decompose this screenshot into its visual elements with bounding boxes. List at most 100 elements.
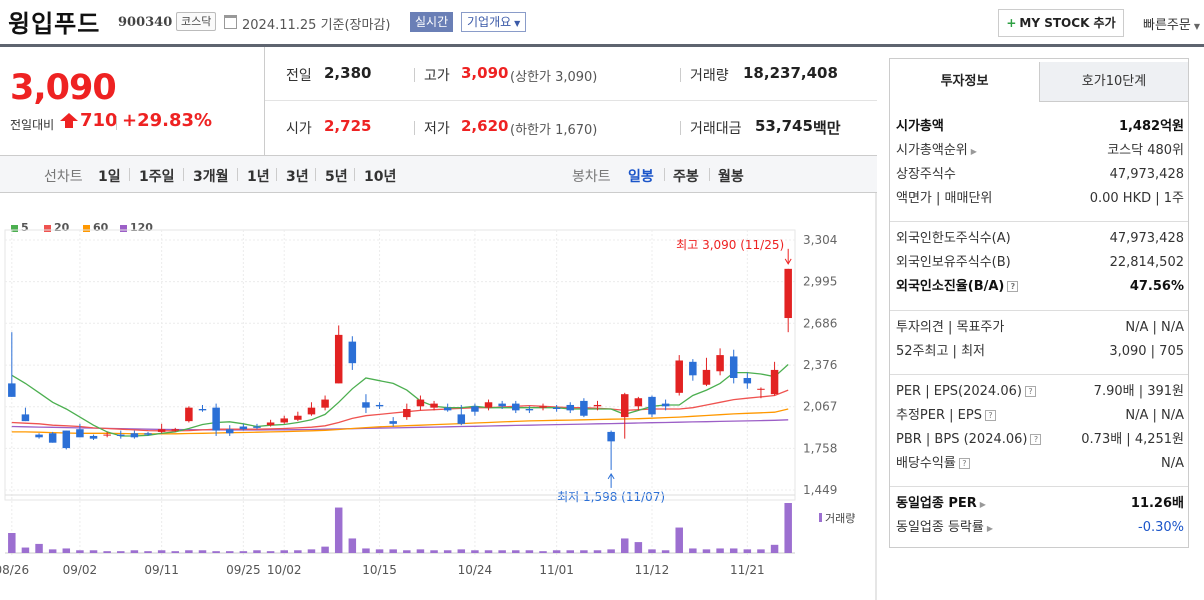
volume-bar	[171, 551, 180, 553]
candle-body	[498, 403, 506, 407]
chevron-right-icon[interactable]: ▶	[970, 147, 977, 156]
legend-ma120: 120	[120, 221, 153, 234]
divider	[183, 168, 184, 181]
volume-bar	[307, 549, 316, 553]
help-icon[interactable]: ?	[984, 410, 996, 421]
legend-ma5-label: 5	[21, 221, 29, 234]
info-label: 액면가 | 매매단위	[896, 191, 993, 206]
volume-bar	[770, 544, 779, 553]
info-row: 외국인보유주식수(B) 22,814,502	[896, 252, 1184, 274]
tab-10y[interactable]: 10년	[364, 169, 397, 185]
tab-1w[interactable]: 1주일	[139, 169, 175, 185]
divider	[276, 168, 277, 181]
info-row: 투자의견 | 목표주가 N/A | N/A	[896, 317, 1184, 339]
volume-bar	[212, 551, 220, 553]
volume-bar	[294, 550, 302, 553]
volume-bar	[8, 533, 16, 553]
volume-bar	[648, 549, 656, 553]
tab-weekly[interactable]: 주봉	[673, 169, 699, 185]
legend-ma60-label: 60	[93, 221, 109, 234]
market-badge: 코스닥	[176, 12, 217, 31]
divider	[890, 374, 1188, 375]
volume-bar	[566, 550, 575, 553]
volume-bar	[348, 538, 357, 553]
stock-code: 900340	[118, 15, 173, 30]
volume-bar	[539, 551, 547, 553]
info-row: 52주최고 | 최저 3,090 | 705	[896, 341, 1184, 363]
info-value: 0.00 HKD | 1주	[1089, 191, 1184, 206]
chevron-down-icon: ▼	[1193, 22, 1200, 31]
candle-body	[661, 403, 670, 407]
open-label: 시가	[286, 121, 312, 137]
high-label: 고가	[424, 68, 450, 84]
candle-body	[375, 404, 384, 407]
candle-body	[171, 429, 180, 431]
ma120-line	[11, 419, 789, 431]
info-label: PER | EPS(2024.06)?	[896, 381, 1036, 403]
candle-body	[253, 426, 261, 428]
volume-bar	[634, 542, 643, 553]
volume-bar	[430, 550, 438, 553]
volume-bar	[716, 548, 724, 553]
info-value: N/A	[1161, 456, 1184, 471]
divider	[709, 168, 710, 181]
info-value: 47,973,428	[1109, 167, 1184, 182]
help-icon[interactable]: ?	[1024, 386, 1036, 397]
candle-body	[8, 383, 16, 397]
tab-3m[interactable]: 3개월	[193, 169, 229, 185]
divider	[414, 121, 415, 135]
divider	[315, 168, 316, 181]
tab-investment-info[interactable]: 투자정보	[890, 62, 1039, 102]
y-tick-label: 2,686	[803, 316, 837, 330]
info-value: N/A | N/A	[1125, 408, 1184, 423]
volume-bar	[593, 550, 602, 553]
divider	[237, 168, 238, 181]
tab-1d[interactable]: 1일	[98, 169, 121, 185]
diff-label: 전일대비	[10, 118, 55, 132]
candle-body	[334, 334, 343, 384]
realtime-button[interactable]: 실시간	[410, 12, 454, 32]
volume-bar	[729, 548, 738, 553]
tab-order-book[interactable]: 호가10단계	[1039, 62, 1188, 102]
help-icon[interactable]: ?	[958, 458, 970, 469]
chevron-right-icon[interactable]: ▶	[986, 524, 994, 533]
company-overview-dropdown[interactable]: 기업개요 ▼	[461, 12, 527, 32]
candle-chart-label: 봉차트	[572, 169, 611, 185]
fast-order-link[interactable]: 빠른주문 ▼	[1143, 14, 1200, 33]
up-arrow-icon	[60, 113, 78, 128]
my-stock-add-button[interactable]: + MY STOCK 추가	[998, 9, 1124, 37]
ma20-line	[11, 389, 789, 432]
tab-5y[interactable]: 5년	[325, 169, 348, 185]
volume-value: 18,237,408	[743, 64, 838, 82]
candle-body	[35, 434, 43, 438]
open-value: 2,725	[324, 117, 372, 135]
tab-monthly[interactable]: 월봉	[718, 169, 744, 185]
candle-body	[157, 429, 166, 432]
my-stock-label: MY STOCK 추가	[1019, 16, 1116, 30]
divider	[890, 310, 1188, 311]
volume-bar	[225, 551, 234, 553]
volume-bar	[607, 549, 615, 553]
help-icon[interactable]: ?	[1007, 281, 1019, 292]
reference-date: 2024.11.25 기준(장마감)	[242, 18, 391, 33]
candle-body	[702, 369, 711, 385]
candlestick-chart[interactable]: 3,304 2,995 2,686 2,376 2,067 1,758 1,449 08/26…	[0, 193, 877, 600]
y-tick-label: 2,995	[803, 275, 837, 289]
volume-bar	[21, 547, 30, 553]
amount-value: 53,745	[755, 117, 813, 135]
help-icon[interactable]: ?	[1030, 434, 1042, 445]
current-price: 3,090	[10, 68, 117, 108]
divider	[414, 68, 415, 82]
volume-legend-label: 거래량	[825, 512, 855, 525]
volume-bar	[416, 549, 425, 553]
tab-daily[interactable]: 일봉	[628, 169, 654, 185]
tab-3y[interactable]: 3년	[286, 169, 309, 185]
tab-1y[interactable]: 1년	[247, 169, 270, 185]
volume-bar	[498, 550, 506, 553]
chevron-right-icon[interactable]: ▶	[979, 500, 986, 509]
info-row: 동일업종 등락률 ▶ -0.30%	[896, 517, 1184, 539]
volume-bar	[62, 548, 71, 553]
candle-body	[307, 407, 316, 415]
candle-body	[675, 360, 683, 393]
info-value: 코스닥 480위	[1107, 143, 1184, 158]
